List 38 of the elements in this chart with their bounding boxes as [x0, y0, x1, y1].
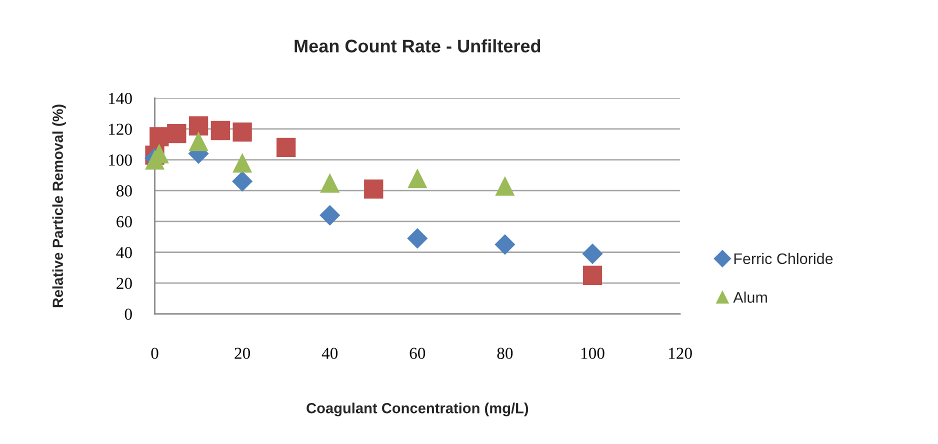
point — [210, 120, 230, 140]
x-tick-label: 80 — [497, 348, 513, 359]
y-tick-label: 80 — [116, 185, 132, 197]
x-tick-label: 0 — [151, 348, 158, 359]
legend-label: Alum — [733, 292, 767, 303]
point — [494, 234, 516, 255]
point — [232, 171, 253, 192]
point — [320, 204, 340, 226]
x-tick-label: 60 — [410, 348, 426, 359]
x-tick-label: 120 — [669, 348, 692, 359]
point — [407, 228, 428, 249]
y-tick-label: 140 — [109, 92, 132, 104]
y-axis-title: Relative Particle Removal (%) — [52, 104, 66, 308]
point — [364, 179, 384, 199]
point — [276, 138, 296, 158]
x-tick-label: 100 — [581, 348, 604, 359]
point — [582, 243, 603, 264]
point — [232, 122, 252, 142]
point — [232, 153, 252, 173]
y-tick-label: 100 — [109, 154, 132, 166]
x-axis-title: Coagulant Concentration (mg/L) — [306, 402, 528, 416]
point — [408, 168, 428, 188]
x-tick-label: 20 — [234, 348, 250, 359]
y-tick-label: 40 — [116, 246, 132, 258]
point — [495, 176, 515, 196]
point — [188, 131, 208, 152]
y-tick-label: 20 — [116, 278, 132, 290]
point — [167, 124, 186, 144]
point — [188, 116, 208, 136]
x-tick-label: 40 — [322, 348, 338, 359]
y-tick-label: 0 — [124, 308, 132, 320]
chart-title: Mean Count Rate - Unfiltered — [294, 39, 540, 52]
point — [582, 266, 602, 285]
legend-label: Ferric Chloride — [734, 252, 833, 264]
point — [320, 173, 340, 193]
y-tick-label: 60 — [116, 216, 132, 228]
point — [150, 127, 169, 146]
y-tick-label: 120 — [109, 124, 132, 135]
